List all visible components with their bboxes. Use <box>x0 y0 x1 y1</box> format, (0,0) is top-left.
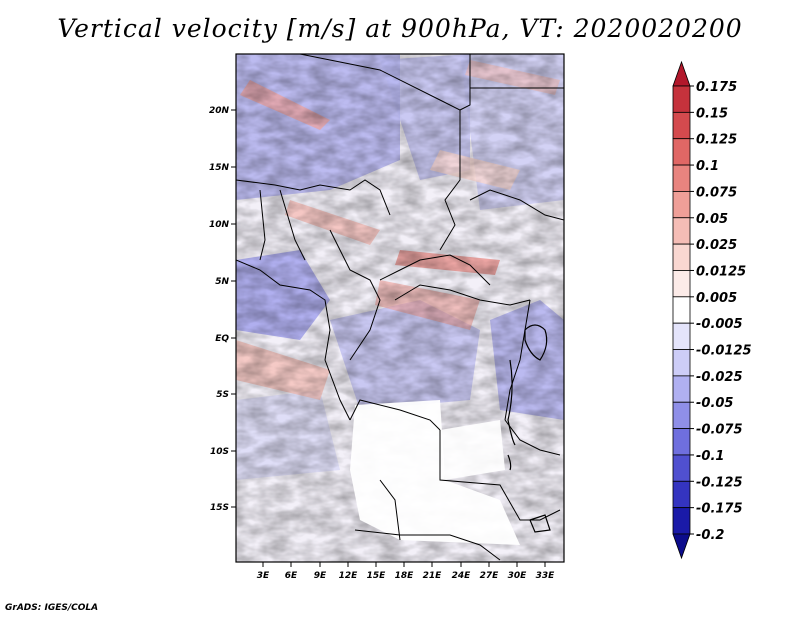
colorbar-segment <box>672 375 691 403</box>
lon-label: 15E <box>367 571 387 581</box>
lon-label: 9E <box>314 571 327 581</box>
colorbar-arrow-bottom <box>672 533 691 560</box>
lon-label: 3E <box>257 571 270 581</box>
lon-label: 12E <box>339 571 359 581</box>
colorbar-segment <box>672 270 691 298</box>
colorbar-segment <box>672 349 691 377</box>
lat-label: 15N <box>209 163 230 173</box>
lat-label: 10N <box>209 220 230 230</box>
colorbar-labels: 0.175 0.15 0.125 0.1 0.075 0.05 0.025 0.0125 0.0… <box>690 80 752 543</box>
lat-label: 15S <box>210 503 229 513</box>
lon-label: 24E <box>452 571 472 581</box>
colorbar-level-label: 0.15 <box>696 106 728 121</box>
colorbar-segment <box>672 138 691 166</box>
colorbar-segment <box>672 322 691 350</box>
colorbar-level-label: -0.075 <box>696 423 743 438</box>
colorbar-level-label: -0.025 <box>696 370 743 385</box>
colorbar-level-label: -0.0125 <box>696 344 752 359</box>
colorbar-level-label: -0.2 <box>696 528 724 543</box>
colorbar-segment <box>672 454 691 482</box>
colorbar-level-label: 0.025 <box>696 238 737 253</box>
colorbar-segment <box>672 217 691 245</box>
lon-label: 18E <box>395 571 415 581</box>
colorbar-segment <box>672 243 691 271</box>
colorbar-segment <box>672 480 691 509</box>
colorbar-level-label: 0.125 <box>696 133 737 148</box>
colorbar-level-label: -0.175 <box>696 502 743 517</box>
lon-label: 33E <box>536 571 556 581</box>
lat-label: 20N <box>209 106 230 116</box>
colorbar-segment <box>672 428 691 456</box>
map-title: Vertical velocity [m/s] at 900hPa, VT: 2… <box>57 14 743 43</box>
colorbar-level-label: -0.05 <box>696 396 733 411</box>
colorbar-segment <box>672 507 691 535</box>
country-borders <box>236 54 564 561</box>
colorbar-segment <box>672 296 691 324</box>
colorbar-arrow-top <box>672 60 691 87</box>
lat-label: EQ <box>215 334 229 344</box>
colorbar-level-label: 0.075 <box>696 185 737 200</box>
map-frame <box>235 53 565 563</box>
lon-label: 27E <box>480 571 500 581</box>
lat-axis: 20N 15N 10N 5N EQ 5S 10S 15S <box>209 106 236 513</box>
colorbar-segment <box>672 191 691 219</box>
lat-label: 10S <box>210 447 229 457</box>
lon-label: 30E <box>508 571 528 581</box>
colorbar-segment <box>672 401 691 429</box>
footer-credit: GrADS: IGES/COLA <box>5 603 99 613</box>
lat-label: 5S <box>216 390 229 400</box>
colorbar-level-label: 0.0125 <box>696 264 746 279</box>
colorbar-level-label: -0.1 <box>696 449 724 464</box>
colorbar-level-label: -0.005 <box>696 317 743 332</box>
lakes <box>507 324 551 533</box>
colorbar-level-label: 0.005 <box>696 291 737 306</box>
colorbar-level-label: -0.125 <box>696 475 743 490</box>
velocity-field <box>236 54 564 562</box>
colorbar-level-label: 0.05 <box>696 212 728 227</box>
colorbar-level-label: 0.175 <box>696 80 737 95</box>
colorbar-segment <box>672 111 691 140</box>
colorbar-level-label: 0.1 <box>696 159 719 174</box>
lon-label: 21E <box>423 571 443 581</box>
colorbar-segments <box>672 60 691 560</box>
colorbar-segment <box>672 85 691 113</box>
lon-axis: 3E 6E 9E 12E 15E 18E 21E 24E 27E 30E 33E <box>257 562 555 581</box>
colorbar-segment <box>672 164 691 192</box>
lon-label: 6E <box>285 571 298 581</box>
lat-label: 5N <box>215 277 229 287</box>
